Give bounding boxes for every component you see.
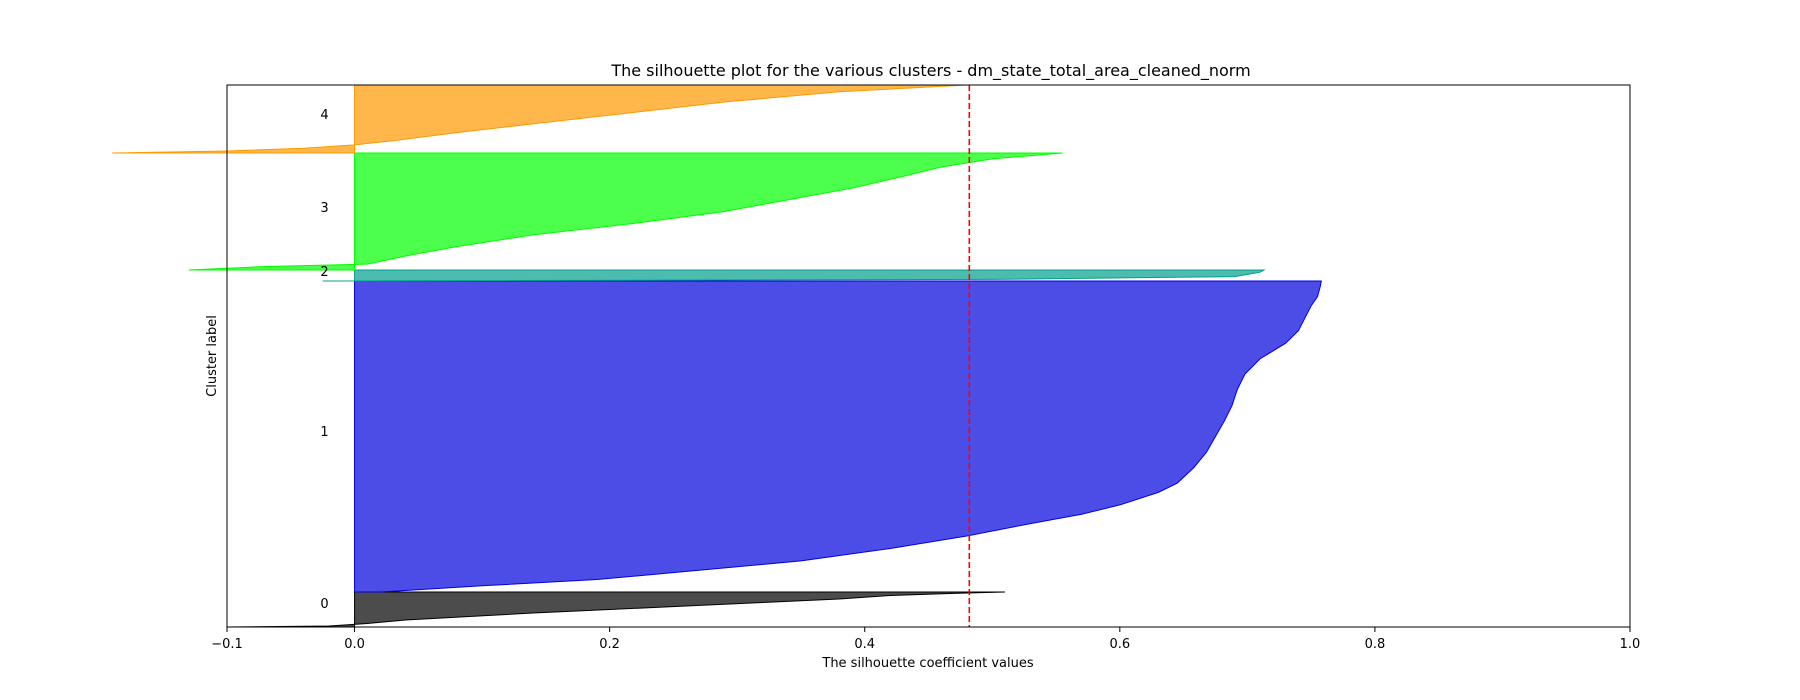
y-axis-ticks: 0 1 2 3 4: [320, 108, 328, 612]
silhouette-band-cluster-1: [354, 280, 1322, 593]
silhouette-band-cluster-4: [112, 84, 967, 154]
x-tick-label: 0.2: [599, 637, 620, 652]
x-axis-label: The silhouette coefficient values: [821, 656, 1033, 671]
cluster-label-0: 0: [320, 597, 328, 612]
plot-frame: [226, 84, 1631, 628]
x-tick-label: −0.1: [211, 637, 243, 652]
x-tick-label: 0.6: [1109, 637, 1130, 652]
x-tick-label: 1.0: [1620, 637, 1641, 652]
cluster-label-3: 3: [320, 201, 328, 216]
chart-title: The silhouette plot for the various clus…: [610, 61, 1250, 81]
silhouette-band-cluster-0: [226, 591, 1006, 628]
cluster-label-2: 2: [320, 265, 328, 280]
x-tick-label: 0.8: [1365, 637, 1386, 652]
cluster-label-4: 4: [320, 108, 328, 123]
silhouette-band-cluster-3: [188, 152, 1063, 271]
cluster-label-1: 1: [320, 425, 328, 440]
plot-area: [112, 84, 1322, 628]
y-axis-label: Cluster label: [205, 315, 220, 397]
x-tick-label: 0.0: [344, 637, 365, 652]
x-axis-ticks: −0.1 0.0 0.2 0.4 0.6 0.8 1.0: [211, 627, 1640, 652]
silhouette-band-cluster-2: [322, 269, 1266, 282]
x-tick-label: 0.4: [854, 637, 875, 652]
